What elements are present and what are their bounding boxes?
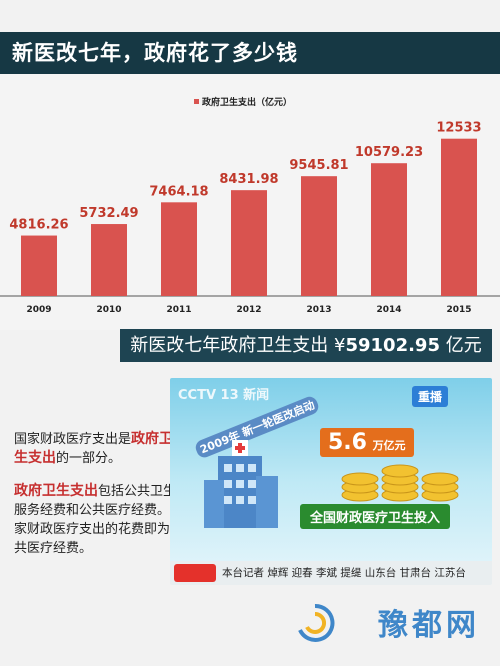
p1-tail: 的一部分。 — [56, 451, 122, 466]
x-tick-2012: 2012 — [236, 305, 261, 315]
total-banner: 新医改七年政府卫生支出 ¥59102.95 亿元 — [120, 329, 492, 362]
investment-caption: 全国财政医疗卫生投入 — [300, 504, 451, 529]
gold-coins-icon — [341, 464, 459, 502]
value-label-2011: 7464.18 — [149, 184, 208, 199]
bar-2011 — [161, 202, 197, 296]
p1-text: 国家财政医疗支出是 — [14, 432, 132, 447]
explanation-paragraph-1: 国家财政医疗支出是政府卫生支出的一部分。 — [14, 430, 184, 468]
bar-2013 — [301, 176, 337, 296]
value-label-2009: 4816.26 — [9, 218, 68, 233]
value-label-2014: 10579.23 — [355, 145, 423, 160]
watermark-swirl-icon — [298, 603, 335, 642]
x-tick-2009: 2009 — [26, 305, 51, 315]
chart-canvas: 政府卫生支出（亿元） 4816.26 2009 5732.49 2010 7464.18 2… — [0, 74, 500, 330]
hospital-building-icon — [204, 440, 278, 528]
x-tick-2015: 2015 — [446, 305, 471, 315]
total-unit: 亿元 — [439, 335, 482, 356]
p2-highlight: 政府卫生支出 — [14, 483, 98, 499]
p2-text: 包括公共卫生服务经费和公共医疗经费。国家财政医疗支出的花费即为公共医疗经费。 — [14, 484, 184, 556]
amount-value: 5.6 — [328, 430, 367, 455]
bar-2015 — [441, 138, 477, 296]
news-screenshot: CCTV 13 新闻 重播 2009年 新一轮医改启动 5.6 万亿元 全国财政… — [170, 378, 492, 585]
x-tick-2014: 2014 — [376, 305, 401, 315]
investment-amount: 5.6 万亿元 — [320, 428, 414, 457]
news-ticker: 本台记者 焯辉 迎春 李斌 提缇 山东台 甘肃台 江苏台 — [170, 561, 492, 585]
value-label-2013: 9545.81 — [289, 158, 348, 173]
x-tick-2010: 2010 — [96, 305, 121, 315]
bar-chart: 政府卫生支出（亿元） 4816.26 2009 5732.49 2010 7464.18 2… — [0, 74, 500, 330]
explanation-text: 国家财政医疗支出是政府卫生支出的一部分。 政府卫生支出包括公共卫生服务经费和公共… — [14, 430, 184, 572]
total-prefix: 新医改七年政府卫生支出 ¥ — [130, 335, 346, 356]
x-tick-2011: 2011 — [166, 305, 191, 315]
bar-2010 — [91, 224, 127, 296]
bar-chart-svg: 政府卫生支出（亿元） 4816.26 2009 5732.49 2010 7464.18 2… — [0, 96, 500, 315]
site-watermark: 豫都网 — [378, 608, 480, 643]
explanation-paragraph-2: 政府卫生支出包括公共卫生服务经费和公共医疗经费。国家财政医疗支出的花费即为公共医… — [14, 482, 184, 558]
replay-badge: 重播 — [411, 386, 448, 407]
channel-logo: CCTV 13 新闻 — [178, 388, 270, 403]
value-label-2015: 12533 — [436, 121, 481, 136]
news-program-logo-icon — [174, 564, 216, 582]
legend-label: 政府卫生支出（亿元） — [202, 96, 292, 108]
total-amount: 59102.95 — [345, 335, 440, 356]
bar-2009 — [21, 235, 57, 296]
bar-2014 — [371, 163, 407, 296]
value-label-2010: 5732.49 — [79, 206, 138, 221]
amount-unit: 万亿元 — [372, 439, 406, 452]
chart-legend: 政府卫生支出（亿元） — [194, 96, 292, 108]
x-tick-2013: 2013 — [306, 305, 331, 315]
p1-highlight: 政府卫生支出 — [14, 431, 174, 466]
bar-2012 — [231, 190, 267, 296]
page-title: 新医改七年，政府花了多少钱 — [0, 32, 500, 74]
ticker-text: 本台记者 焯辉 迎春 李斌 提缇 山东台 甘肃台 江苏台 — [222, 567, 466, 579]
legend-swatch — [194, 99, 199, 104]
value-label-2012: 8431.98 — [219, 172, 278, 187]
